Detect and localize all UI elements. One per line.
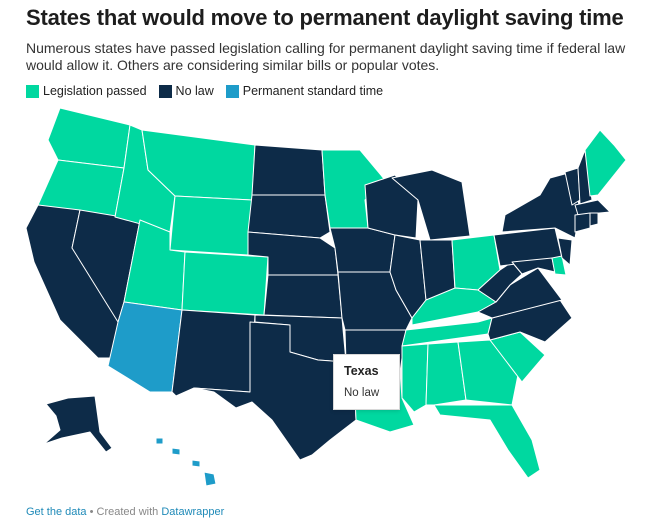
state-hawaii-oahu[interactable] [171,447,181,456]
state-new-mexico[interactable] [171,309,256,397]
state-south-dakota[interactable] [247,194,331,239]
state-new-hampshire[interactable] [577,149,593,205]
state-hawaii-kauai[interactable] [155,437,164,445]
state-new-jersey[interactable] [557,237,573,266]
datawrapper-link[interactable]: Datawrapper [161,506,225,518]
footer-separator: • Created with [86,506,162,518]
state-hawaii-maui[interactable] [191,459,201,468]
state-alaska[interactable] [43,395,113,453]
state-wisconsin[interactable] [364,174,419,239]
chart-title: States that would move to permanent dayl… [26,5,624,30]
get-data-link[interactable]: Get the data [26,506,87,518]
state-rhode-island[interactable] [589,212,599,227]
state-florida[interactable] [433,404,541,479]
tooltip-value: No law [344,387,380,399]
state-michigan[interactable] [391,169,471,241]
state-kansas[interactable] [263,274,343,319]
state-delaware[interactable] [551,255,567,276]
state-hawaii-big-island[interactable] [203,471,217,487]
legend-label-legislation: Legislation passed [43,84,147,98]
state-north-dakota[interactable] [251,144,326,196]
state-alabama[interactable] [425,341,467,406]
state-mississippi[interactable] [401,343,429,413]
legend-swatch-standard [225,84,239,98]
state-maine[interactable] [584,129,627,197]
chart-subtitle: Numerous states have passed legislation … [26,40,626,73]
state-wyoming[interactable] [169,195,253,256]
legend-label-standard: Permanent standard time [242,84,384,98]
tooltip-title: Texas [344,364,379,378]
state-colorado[interactable] [181,251,269,316]
footer: Get the data • Created with Datawrapper [26,506,224,518]
state-connecticut[interactable] [574,212,591,233]
legend-label-no-law: No law [175,84,214,98]
state-texas[interactable] [193,321,357,461]
legend-swatch-legislation [26,84,39,98]
legend-item-standard[interactable]: Permanent standard time [225,84,384,98]
state-maryland[interactable] [511,257,556,275]
state-massachusetts[interactable] [574,199,611,216]
state-washington[interactable] [47,107,131,169]
state-minnesota[interactable] [321,149,386,229]
state-tooltip: Texas No law [333,354,400,410]
legend: Legislation passed No law Permanent stan… [26,84,383,98]
legend-item-no-law[interactable]: No law [158,84,214,98]
legend-item-legislation[interactable]: Legislation passed [26,84,147,98]
legend-swatch-no-law [158,84,172,98]
state-iowa[interactable] [329,227,396,273]
